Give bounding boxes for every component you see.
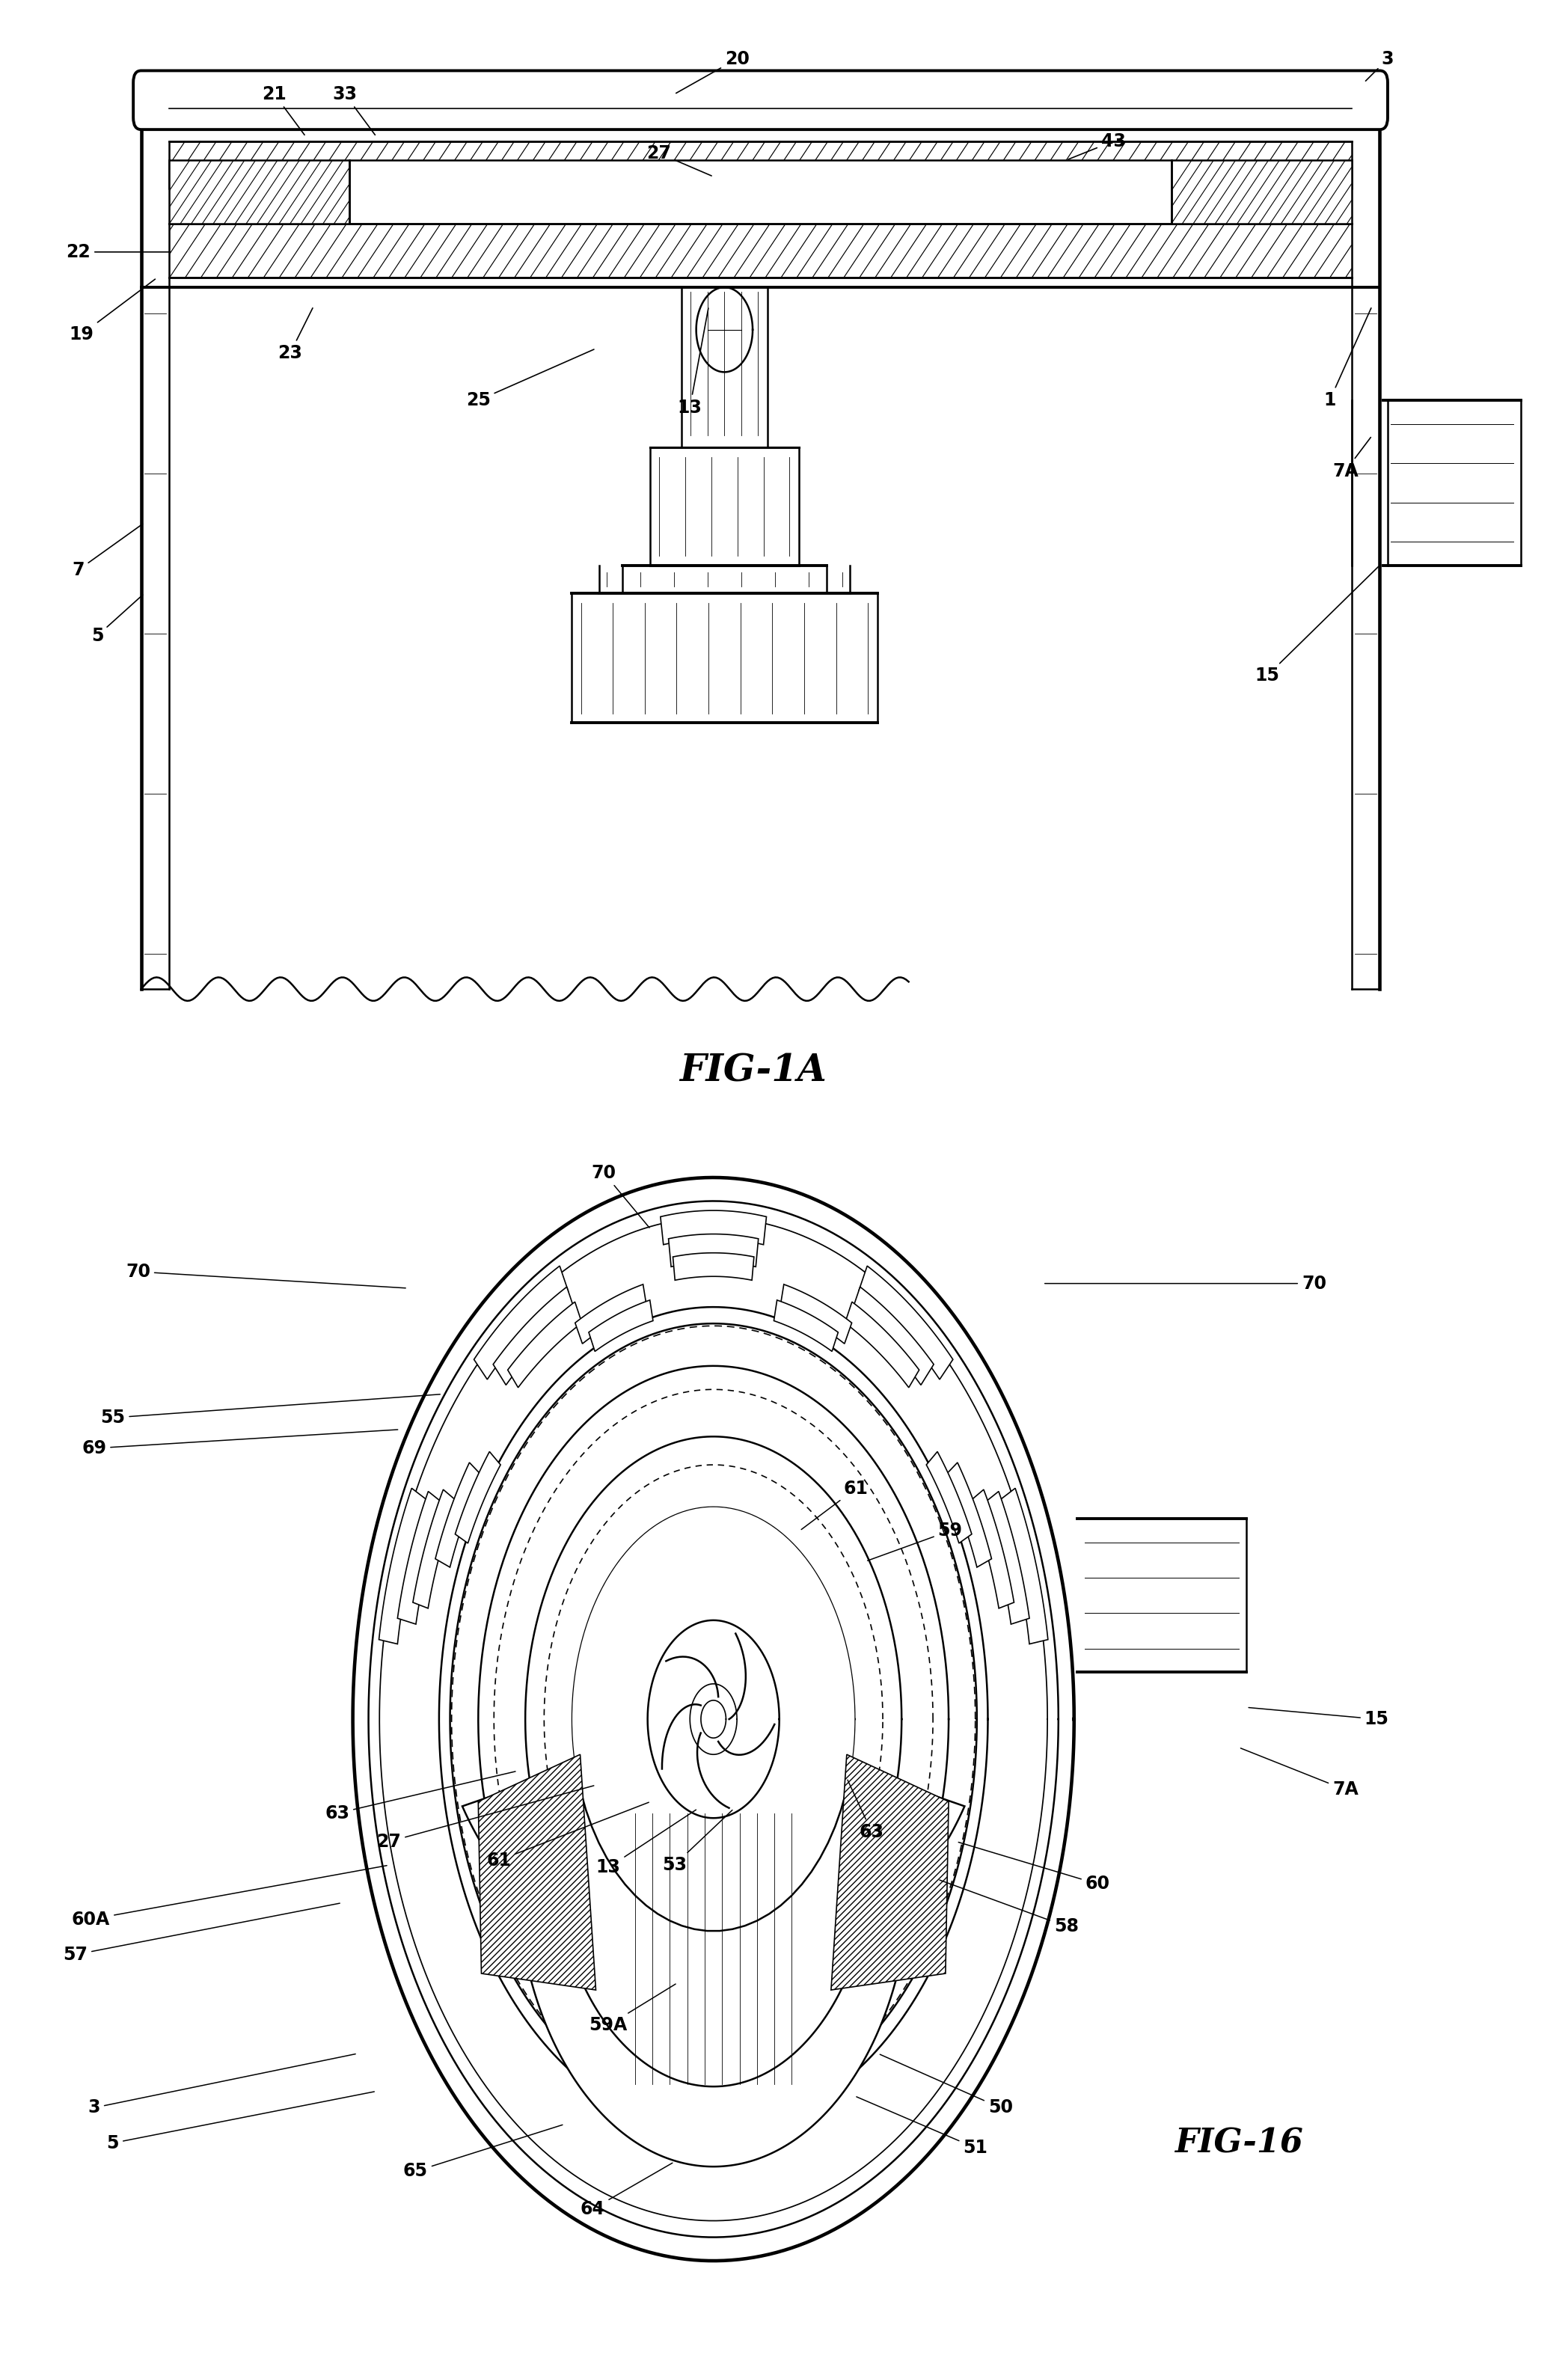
Polygon shape [379, 1488, 428, 1644]
Text: 3: 3 [88, 2054, 356, 2117]
Text: 58: 58 [939, 1879, 1079, 1936]
Text: FIG-1A: FIG-1A [679, 1053, 826, 1090]
Text: 65: 65 [403, 2124, 563, 2181]
Polygon shape [455, 1451, 500, 1543]
Text: 7A: 7A [1240, 1747, 1358, 1799]
Text: 63: 63 [848, 1780, 884, 1842]
Text: 15: 15 [1254, 568, 1378, 685]
Polygon shape [999, 1488, 1047, 1644]
Text: FIG-16: FIG-16 [1174, 2127, 1303, 2160]
Polygon shape [944, 1462, 991, 1566]
Polygon shape [169, 160, 350, 224]
Text: 51: 51 [856, 2096, 988, 2157]
Text: 60A: 60A [72, 1865, 387, 1929]
Polygon shape [927, 1451, 972, 1543]
Text: 50: 50 [880, 2054, 1013, 2117]
Text: 20: 20 [676, 49, 750, 94]
Text: 70: 70 [125, 1262, 406, 1288]
Polygon shape [859, 1267, 953, 1380]
Polygon shape [474, 1267, 568, 1380]
Polygon shape [668, 1234, 759, 1267]
Polygon shape [971, 1491, 1014, 1608]
Text: 60: 60 [958, 1842, 1110, 1893]
Text: 69: 69 [82, 1429, 398, 1458]
Polygon shape [169, 141, 1352, 188]
Polygon shape [508, 1302, 582, 1387]
Text: 21: 21 [262, 85, 304, 134]
Text: 3: 3 [1366, 49, 1394, 80]
Text: 7: 7 [72, 525, 143, 579]
Polygon shape [436, 1462, 483, 1566]
Polygon shape [350, 160, 1171, 224]
Polygon shape [673, 1253, 754, 1281]
FancyBboxPatch shape [133, 71, 1388, 130]
Text: 33: 33 [332, 85, 375, 134]
Text: 57: 57 [63, 1903, 340, 1964]
Text: 63: 63 [325, 1771, 516, 1823]
Text: 27: 27 [376, 1785, 594, 1851]
Text: 5: 5 [107, 2091, 375, 2152]
Text: 55: 55 [100, 1394, 441, 1427]
Text: 64: 64 [580, 2162, 673, 2218]
Polygon shape [851, 1286, 933, 1385]
Polygon shape [478, 1754, 596, 1990]
Text: 53: 53 [662, 1811, 732, 1875]
Polygon shape [660, 1210, 767, 1246]
Polygon shape [494, 1286, 575, 1385]
Text: 70: 70 [1044, 1274, 1327, 1293]
Text: 70: 70 [591, 1163, 649, 1227]
Polygon shape [775, 1300, 839, 1352]
Polygon shape [982, 1491, 1029, 1625]
Text: 22: 22 [66, 243, 171, 261]
Text: 13: 13 [596, 1809, 696, 1877]
Polygon shape [412, 1491, 456, 1608]
Circle shape [572, 1507, 855, 1931]
Text: 27: 27 [646, 144, 712, 177]
Text: 13: 13 [677, 309, 709, 417]
Text: 25: 25 [466, 349, 594, 410]
Polygon shape [845, 1302, 919, 1387]
Polygon shape [398, 1491, 445, 1625]
Polygon shape [513, 1773, 914, 2087]
Text: 61: 61 [486, 1802, 649, 1870]
Polygon shape [781, 1283, 851, 1345]
Polygon shape [463, 1783, 964, 2167]
Polygon shape [1171, 160, 1352, 224]
Text: 61: 61 [801, 1479, 869, 1528]
Polygon shape [831, 1754, 949, 1990]
Text: 1: 1 [1323, 309, 1370, 410]
Polygon shape [575, 1283, 646, 1345]
Text: 15: 15 [1248, 1707, 1389, 1729]
Text: 59: 59 [867, 1521, 963, 1561]
Text: 5: 5 [91, 596, 143, 645]
Text: 7A: 7A [1333, 438, 1370, 480]
Text: 19: 19 [69, 280, 155, 344]
Text: 43: 43 [1068, 132, 1126, 160]
Text: 59A: 59A [590, 1983, 676, 2035]
Text: 23: 23 [278, 309, 312, 363]
Polygon shape [169, 224, 1352, 278]
Polygon shape [588, 1300, 652, 1352]
